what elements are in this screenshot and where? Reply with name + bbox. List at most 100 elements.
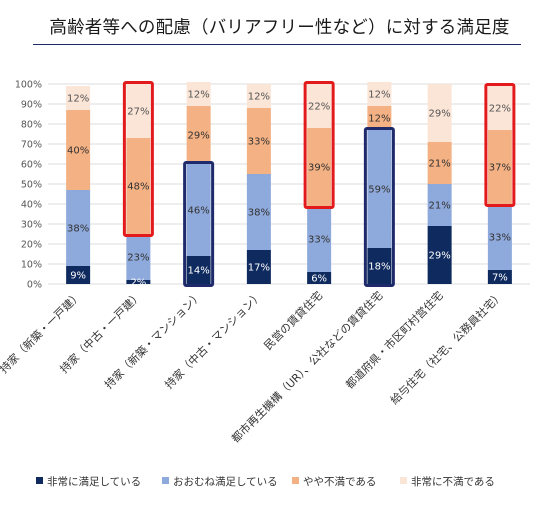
bar-segment [487,270,512,284]
title-underline [33,44,521,45]
data-label: 33% [489,233,511,244]
data-label: 21% [429,201,451,212]
data-label: 29% [188,131,210,142]
gridlines [48,83,530,285]
data-label: 37% [489,163,511,174]
bar-segment [66,266,91,284]
data-label: 12% [368,114,390,125]
legend-label: 非常に不満である [411,476,495,488]
legend-label: やや不満である [303,476,377,488]
data-label: 33% [248,137,270,148]
bar-segment [487,130,512,204]
bar-segment [307,128,332,206]
data-label: 23% [127,253,149,264]
legend-swatch [292,477,299,484]
bar-segment [186,106,211,164]
bar-segment [427,184,452,226]
bar-segment [367,82,392,106]
legend-label: 非常に満足している [47,476,142,488]
highlight-boxes [122,81,516,287]
legend-label: おおむね満足している [173,476,278,488]
bar-segment [66,190,91,266]
data-label: 27% [127,107,149,118]
y-tick-label: 90% [21,100,42,111]
highlight-box [363,127,395,287]
data-label: 17% [248,263,270,274]
data-label: 38% [67,224,89,235]
data-label: 9% [70,271,86,282]
y-tick-label: 100% [15,80,42,91]
legend-swatch [400,477,407,484]
legend-swatch [36,477,43,484]
bar-segment [66,110,91,190]
bar-segment [66,86,91,110]
bar-segment [487,204,512,270]
highlight-box [183,161,215,287]
bar-segment [246,84,271,108]
data-label: 33% [308,235,330,246]
stacked-bar-chart: 0% 10% 20% 30% 40% 50% 60% 70% 80% 90% 100% 9% 38% 4… [0,80,530,445]
y-tick-label: 40% [21,200,42,211]
bar-segment [126,138,151,234]
bar-segment [246,108,271,174]
bar-segment [307,84,332,128]
data-label: 22% [308,102,330,113]
chart-title: 高齢者等への配慮（バリアフリー性など）に対する満足度 [49,18,510,38]
legend-item: 非常に不満である [400,474,495,489]
highlight-box [303,81,335,209]
bar-segment [246,174,271,250]
bar-segment [427,226,452,284]
x-axis-categories: 持家（新築・一戸建）持家（中古・一戸建）持家（新築・マンション）持家（中古・マン… [0,288,506,445]
y-tick-label: 70% [21,140,42,151]
legend-swatch [162,477,169,484]
data-label: 18% [368,262,390,273]
bar-segment [186,82,211,106]
x-category-label: 都道府県・市区町村営住宅 [343,288,446,391]
x-category-label: 持家（中古・マンション） [162,288,265,391]
y-tick-label: 0% [27,280,42,291]
data-label: 39% [308,163,330,174]
bar-segment [487,86,512,130]
highlight-box [484,83,516,207]
data-label: 14% [188,266,210,277]
bar-segment [126,280,151,284]
y-tick-label: 60% [21,160,42,171]
data-label: 21% [429,159,451,170]
y-tick-label: 30% [21,220,42,231]
bar-segment [367,248,392,284]
x-category-label: 給与住宅（社宅、公務員社宅） [387,288,506,407]
bar-segment [126,84,151,138]
data-label: 12% [368,90,390,101]
bar-segment [427,142,452,184]
data-label: 29% [429,251,451,262]
bar-segment [126,234,151,280]
bar-segment [246,250,271,284]
data-label: 12% [248,92,270,103]
bar-segment [367,130,392,248]
bar-segment [367,106,392,130]
data-label: 40% [67,146,89,157]
data-label: 29% [429,109,451,120]
data-label: 59% [368,185,390,196]
data-label: 12% [67,94,89,105]
legend-item: おおむね満足している [162,474,278,489]
legend-item: やや不満である [292,474,376,489]
legend-item: 非常に満足している [36,474,141,489]
y-tick-label: 20% [21,240,42,251]
bar-segment [427,84,452,142]
data-label: 12% [188,90,210,101]
bar-segment [186,164,211,256]
bars [66,82,512,284]
bar-segment [307,272,332,284]
y-tick-label: 10% [21,260,42,271]
bar-segment [307,206,332,272]
bar-segment [186,256,211,284]
x-category-label: 持家（新築・マンション） [102,288,205,391]
data-label: 46% [188,206,210,217]
data-label: 38% [248,208,270,219]
y-tick-label: 80% [21,120,42,131]
highlight-box [122,81,154,237]
x-category-label: 民営の賃貸住宅 [261,288,325,352]
y-tick-label: 50% [21,180,42,191]
y-axis-ticks: 0% 10% 20% 30% 40% 50% 60% 70% 80% 90% 100% [15,80,42,291]
